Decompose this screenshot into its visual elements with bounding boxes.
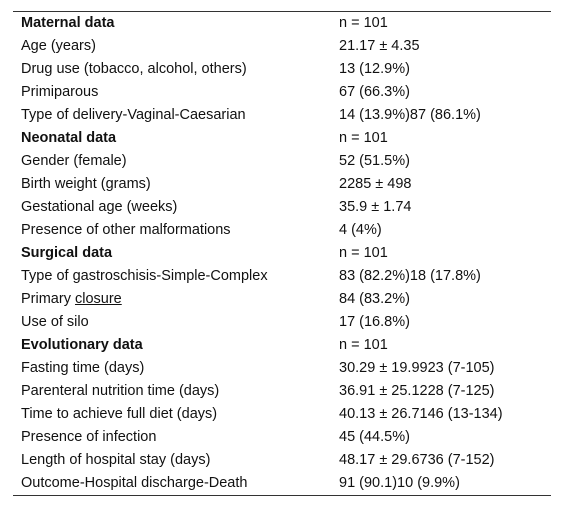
table-row: Parenteral nutrition time (days) 36.91 ±… [13, 380, 551, 403]
row-value: 52 (51.5%) [339, 153, 410, 169]
row-label: Outcome-Hospital discharge-Death [21, 475, 248, 491]
section-label: Maternal data [21, 15, 115, 31]
row-label: Length of hospital stay (days) [21, 452, 211, 468]
row-value: 35.9 ± 1.74 [339, 199, 412, 215]
row-value: 21.17 ± 4.35 [339, 38, 420, 54]
table-row: Birth weight (grams) 2285 ± 498 [13, 173, 551, 196]
row-label: Parenteral nutrition time (days) [21, 383, 220, 399]
table-row: Age (years) 21.17 ± 4.35 [13, 35, 551, 58]
section-header-neonatal: Neonatal data n = 101 [13, 127, 551, 150]
section-header-evolutionary: Evolutionary data n = 101 [13, 334, 551, 357]
row-label: Fasting time (days) [21, 360, 145, 376]
row-label: Use of silo [21, 314, 89, 330]
table-row: Fasting time (days) 30.29 ± 19.9923 (7-1… [13, 357, 551, 380]
row-label: Type of gastroschisis-Simple-Complex [21, 268, 268, 284]
section-header-surgical: Surgical data n = 101 [13, 242, 551, 265]
row-value: 45 (44.5%) [339, 429, 410, 445]
section-count: n = 101 [339, 245, 388, 261]
table-row: Time to achieve full diet (days) 40.13 ±… [13, 403, 551, 426]
table-row: Use of silo 17 (16.8%) [13, 311, 551, 334]
row-value: 36.91 ± 25.1228 (7-125) [339, 383, 495, 399]
row-label: Time to achieve full diet (days) [21, 406, 218, 422]
row-label: Presence of infection [21, 429, 157, 445]
row-value: 30.29 ± 19.9923 (7-105) [339, 360, 495, 376]
row-label: Primary closure [13, 288, 331, 311]
row-value: 83 (82.2%)18 (17.8%) [339, 268, 481, 284]
table-row: Primiparous 67 (66.3%) [13, 81, 551, 104]
row-value: 14 (13.9%)87 (86.1%) [339, 107, 481, 123]
table-row: Gestational age (weeks) 35.9 ± 1.74 [13, 196, 551, 219]
row-value: 91 (90.1)10 (9.9%) [339, 475, 460, 491]
row-value: 17 (16.8%) [339, 314, 410, 330]
table-row: Primary closure 84 (83.2%) [13, 288, 551, 311]
section-label: Surgical data [21, 245, 113, 261]
row-value: 67 (66.3%) [339, 84, 410, 100]
row-label: Birth weight (grams) [21, 176, 151, 192]
row-label: Type of delivery-Vaginal-Caesarian [21, 107, 246, 123]
section-label: Neonatal data [21, 130, 117, 146]
table-row: Presence of other malformations 4 (4%) [13, 219, 551, 242]
section-count: n = 101 [339, 15, 388, 31]
row-value: 4 (4%) [339, 222, 382, 238]
table-row: Type of gastroschisis-Simple-Complex 83 … [13, 265, 551, 288]
clinical-data-table: Maternal data n = 101 Age (years) 21.17 … [13, 11, 551, 496]
row-value: 48.17 ± 29.6736 (7-152) [339, 452, 495, 468]
row-value: 13 (12.9%) [339, 61, 410, 77]
section-count: n = 101 [339, 337, 388, 353]
row-value: 40.13 ± 26.7146 (13-134) [339, 406, 503, 422]
data-table-container: Maternal data n = 101 Age (years) 21.17 … [13, 11, 551, 496]
row-label: Gender (female) [21, 153, 127, 169]
row-label-prefix: Primary [21, 291, 75, 307]
table-row: Gender (female) 52 (51.5%) [13, 150, 551, 173]
table-row: Length of hospital stay (days) 48.17 ± 2… [13, 449, 551, 472]
row-label: Drug use (tobacco, alcohol, others) [21, 61, 247, 77]
table-row: Drug use (tobacco, alcohol, others) 13 (… [13, 58, 551, 81]
row-value: 2285 ± 498 [339, 176, 412, 192]
section-header-maternal: Maternal data n = 101 [13, 12, 551, 36]
row-label: Primiparous [21, 84, 99, 100]
closure-link[interactable]: closure [74, 291, 122, 307]
table-row: Outcome-Hospital discharge-Death 91 (90.… [13, 472, 551, 496]
section-label: Evolutionary data [21, 337, 143, 353]
row-label: Age (years) [21, 38, 96, 54]
row-label: Gestational age (weeks) [21, 199, 178, 215]
row-value: 84 (83.2%) [339, 291, 410, 307]
table-row: Presence of infection 45 (44.5%) [13, 426, 551, 449]
row-label: Presence of other malformations [21, 222, 231, 238]
table-row: Type of delivery-Vaginal-Caesarian 14 (1… [13, 104, 551, 127]
section-count: n = 101 [339, 130, 388, 146]
